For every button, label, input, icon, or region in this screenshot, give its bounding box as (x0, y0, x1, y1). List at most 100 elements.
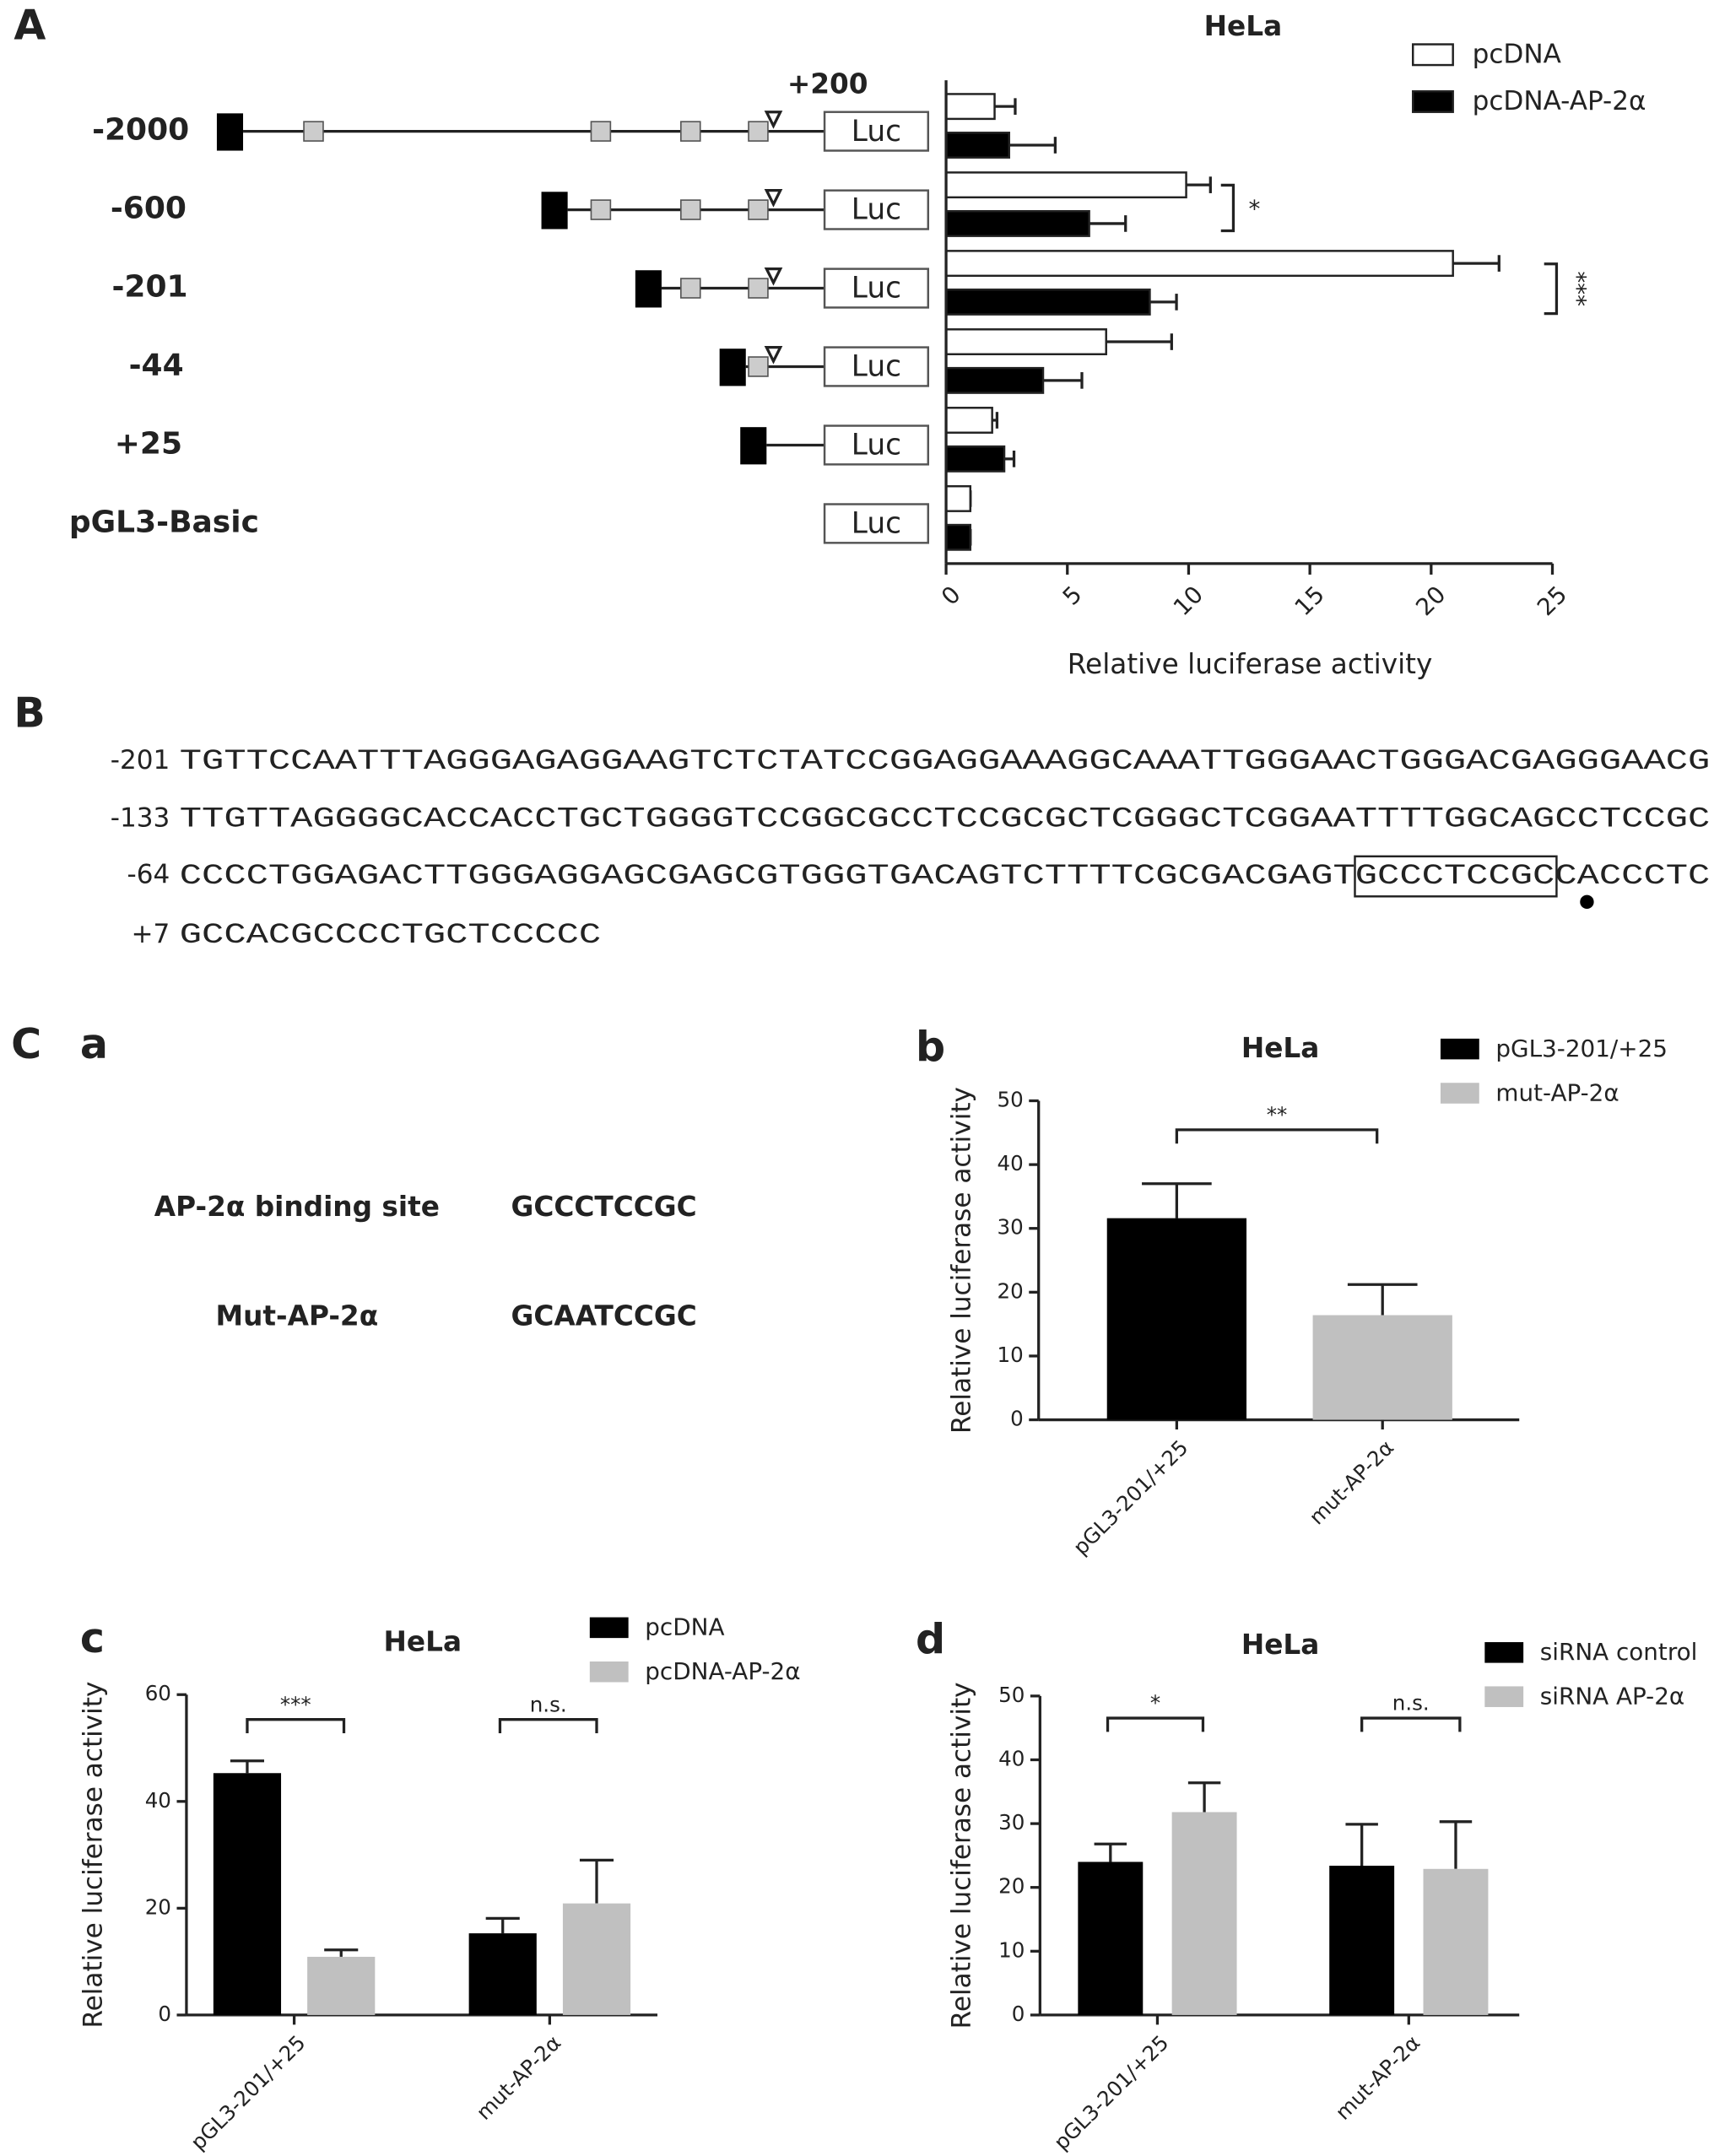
chart-title: HeLa (1204, 10, 1283, 42)
promoter-start (216, 113, 244, 151)
site-label: Mut-AP-2α (216, 1300, 379, 1332)
y-tick-label: 0 (1010, 1407, 1024, 1431)
luc-box (823, 424, 930, 466)
construct-label: -2000 (92, 113, 189, 148)
annotation: ** (1267, 1103, 1288, 1127)
legend-swatch (1411, 43, 1454, 67)
luc-label: Luc (852, 350, 901, 384)
binding-site-box (1354, 855, 1558, 898)
significance-bracket (246, 1718, 346, 1734)
legend-swatch (589, 1617, 629, 1639)
y-tick-label: 50 (998, 1683, 1025, 1707)
y-tick-label: 20 (145, 1894, 171, 1919)
bar (562, 1903, 631, 2015)
promoter-start (740, 427, 767, 465)
bar (944, 484, 972, 512)
binding-site (748, 356, 769, 377)
binding-site (680, 199, 701, 220)
significance-bracket (1220, 183, 1235, 233)
bar (944, 328, 1107, 355)
promoter-start (635, 270, 662, 308)
chart-title: HeLa (1241, 1629, 1320, 1661)
luc-box (823, 503, 930, 544)
construct-label: pGL3-Basic (69, 505, 259, 539)
sequence-position: -64 (127, 860, 170, 890)
y-axis-label: Relative luciferase activity (947, 1682, 977, 2029)
y-tick-label: 10 (998, 1937, 1025, 1962)
site-sequence: GCAATCCGC (511, 1300, 697, 1332)
y-tick-label: 30 (998, 1810, 1025, 1834)
luc-box (823, 189, 930, 230)
legend-swatch (1484, 1686, 1524, 1707)
panel-label: B (14, 688, 45, 737)
binding-site (680, 278, 701, 299)
tss-arrow (764, 345, 783, 365)
legend-label: pcDNA (645, 1613, 724, 1641)
binding-site (748, 199, 769, 220)
legend-label: pcDNA-AP-2α (645, 1657, 800, 1685)
tss-arrow (764, 111, 783, 129)
y-tick-label: 0 (1012, 2002, 1025, 2026)
y-tick-label: 0 (158, 2002, 171, 2026)
bar (1423, 1868, 1489, 2015)
x-axis-label: Relative luciferase activity (1068, 648, 1433, 680)
significance-bracket (1360, 1716, 1462, 1732)
binding-site (303, 121, 324, 142)
legend-label: pcDNA (1473, 40, 1561, 70)
legend-label: pGL3-201/+25 (1495, 1035, 1668, 1062)
bar (944, 288, 1151, 316)
bar (944, 366, 1045, 394)
luc-box (823, 346, 930, 387)
luc-box (823, 267, 930, 309)
bar (307, 1956, 376, 2015)
bar (944, 171, 1187, 199)
site-sequence: GCCCTCCGC (511, 1191, 697, 1223)
bar (1329, 1865, 1395, 2015)
chart-title: HeLa (1241, 1032, 1320, 1064)
bar (1078, 1862, 1144, 2015)
construct-label: -201 (111, 270, 187, 305)
annotation: *** (1563, 271, 1591, 306)
panel-label: A (14, 0, 46, 49)
bar (1312, 1315, 1452, 1420)
binding-site (748, 278, 769, 299)
binding-site (680, 121, 701, 142)
legend-label: siRNA AP-2α (1540, 1683, 1684, 1710)
sequence-bases: TGTTCCAATTTAGGGAGAGGAAGTCTCTATCCGGAGGAAA… (180, 745, 1711, 778)
start-label: +200 (787, 68, 868, 100)
construct-label: -44 (129, 348, 184, 382)
y-axis-label: Relative luciferase activity (947, 1087, 977, 1434)
luc-label: Luc (852, 507, 901, 541)
panel-label: a (80, 1019, 108, 1068)
bar (944, 93, 996, 121)
annotation: * (1248, 195, 1260, 223)
panel-label: b (916, 1022, 945, 1071)
y-tick-label: 40 (998, 1746, 1025, 1770)
annotation: n.s. (1392, 1691, 1430, 1716)
legend-swatch (1440, 1083, 1479, 1104)
sequence-position: -133 (111, 803, 170, 834)
panel-label: d (916, 1615, 945, 1664)
bar (944, 250, 1454, 278)
construct-label: -600 (111, 192, 187, 226)
bar (1171, 1812, 1237, 2015)
panel-label: c (80, 1613, 105, 1662)
y-tick-label: 10 (997, 1343, 1023, 1367)
promoter-start (719, 349, 746, 386)
y-tick-label: 40 (997, 1151, 1023, 1175)
significance-bracket (1544, 262, 1559, 316)
luc-label: Luc (852, 272, 901, 305)
tss-arrow (764, 189, 783, 208)
bar (468, 1933, 537, 2015)
construct-label: +25 (115, 426, 182, 461)
bar (944, 209, 1090, 237)
luc-box (823, 111, 930, 152)
y-tick-label: 60 (145, 1681, 171, 1705)
bar (213, 1773, 282, 2015)
binding-site (748, 121, 769, 142)
bar (944, 445, 1006, 473)
y-tick-label: 40 (145, 1788, 171, 1813)
annotation: * (1150, 1691, 1160, 1716)
bar (944, 132, 1011, 159)
significance-bracket (1175, 1128, 1379, 1144)
